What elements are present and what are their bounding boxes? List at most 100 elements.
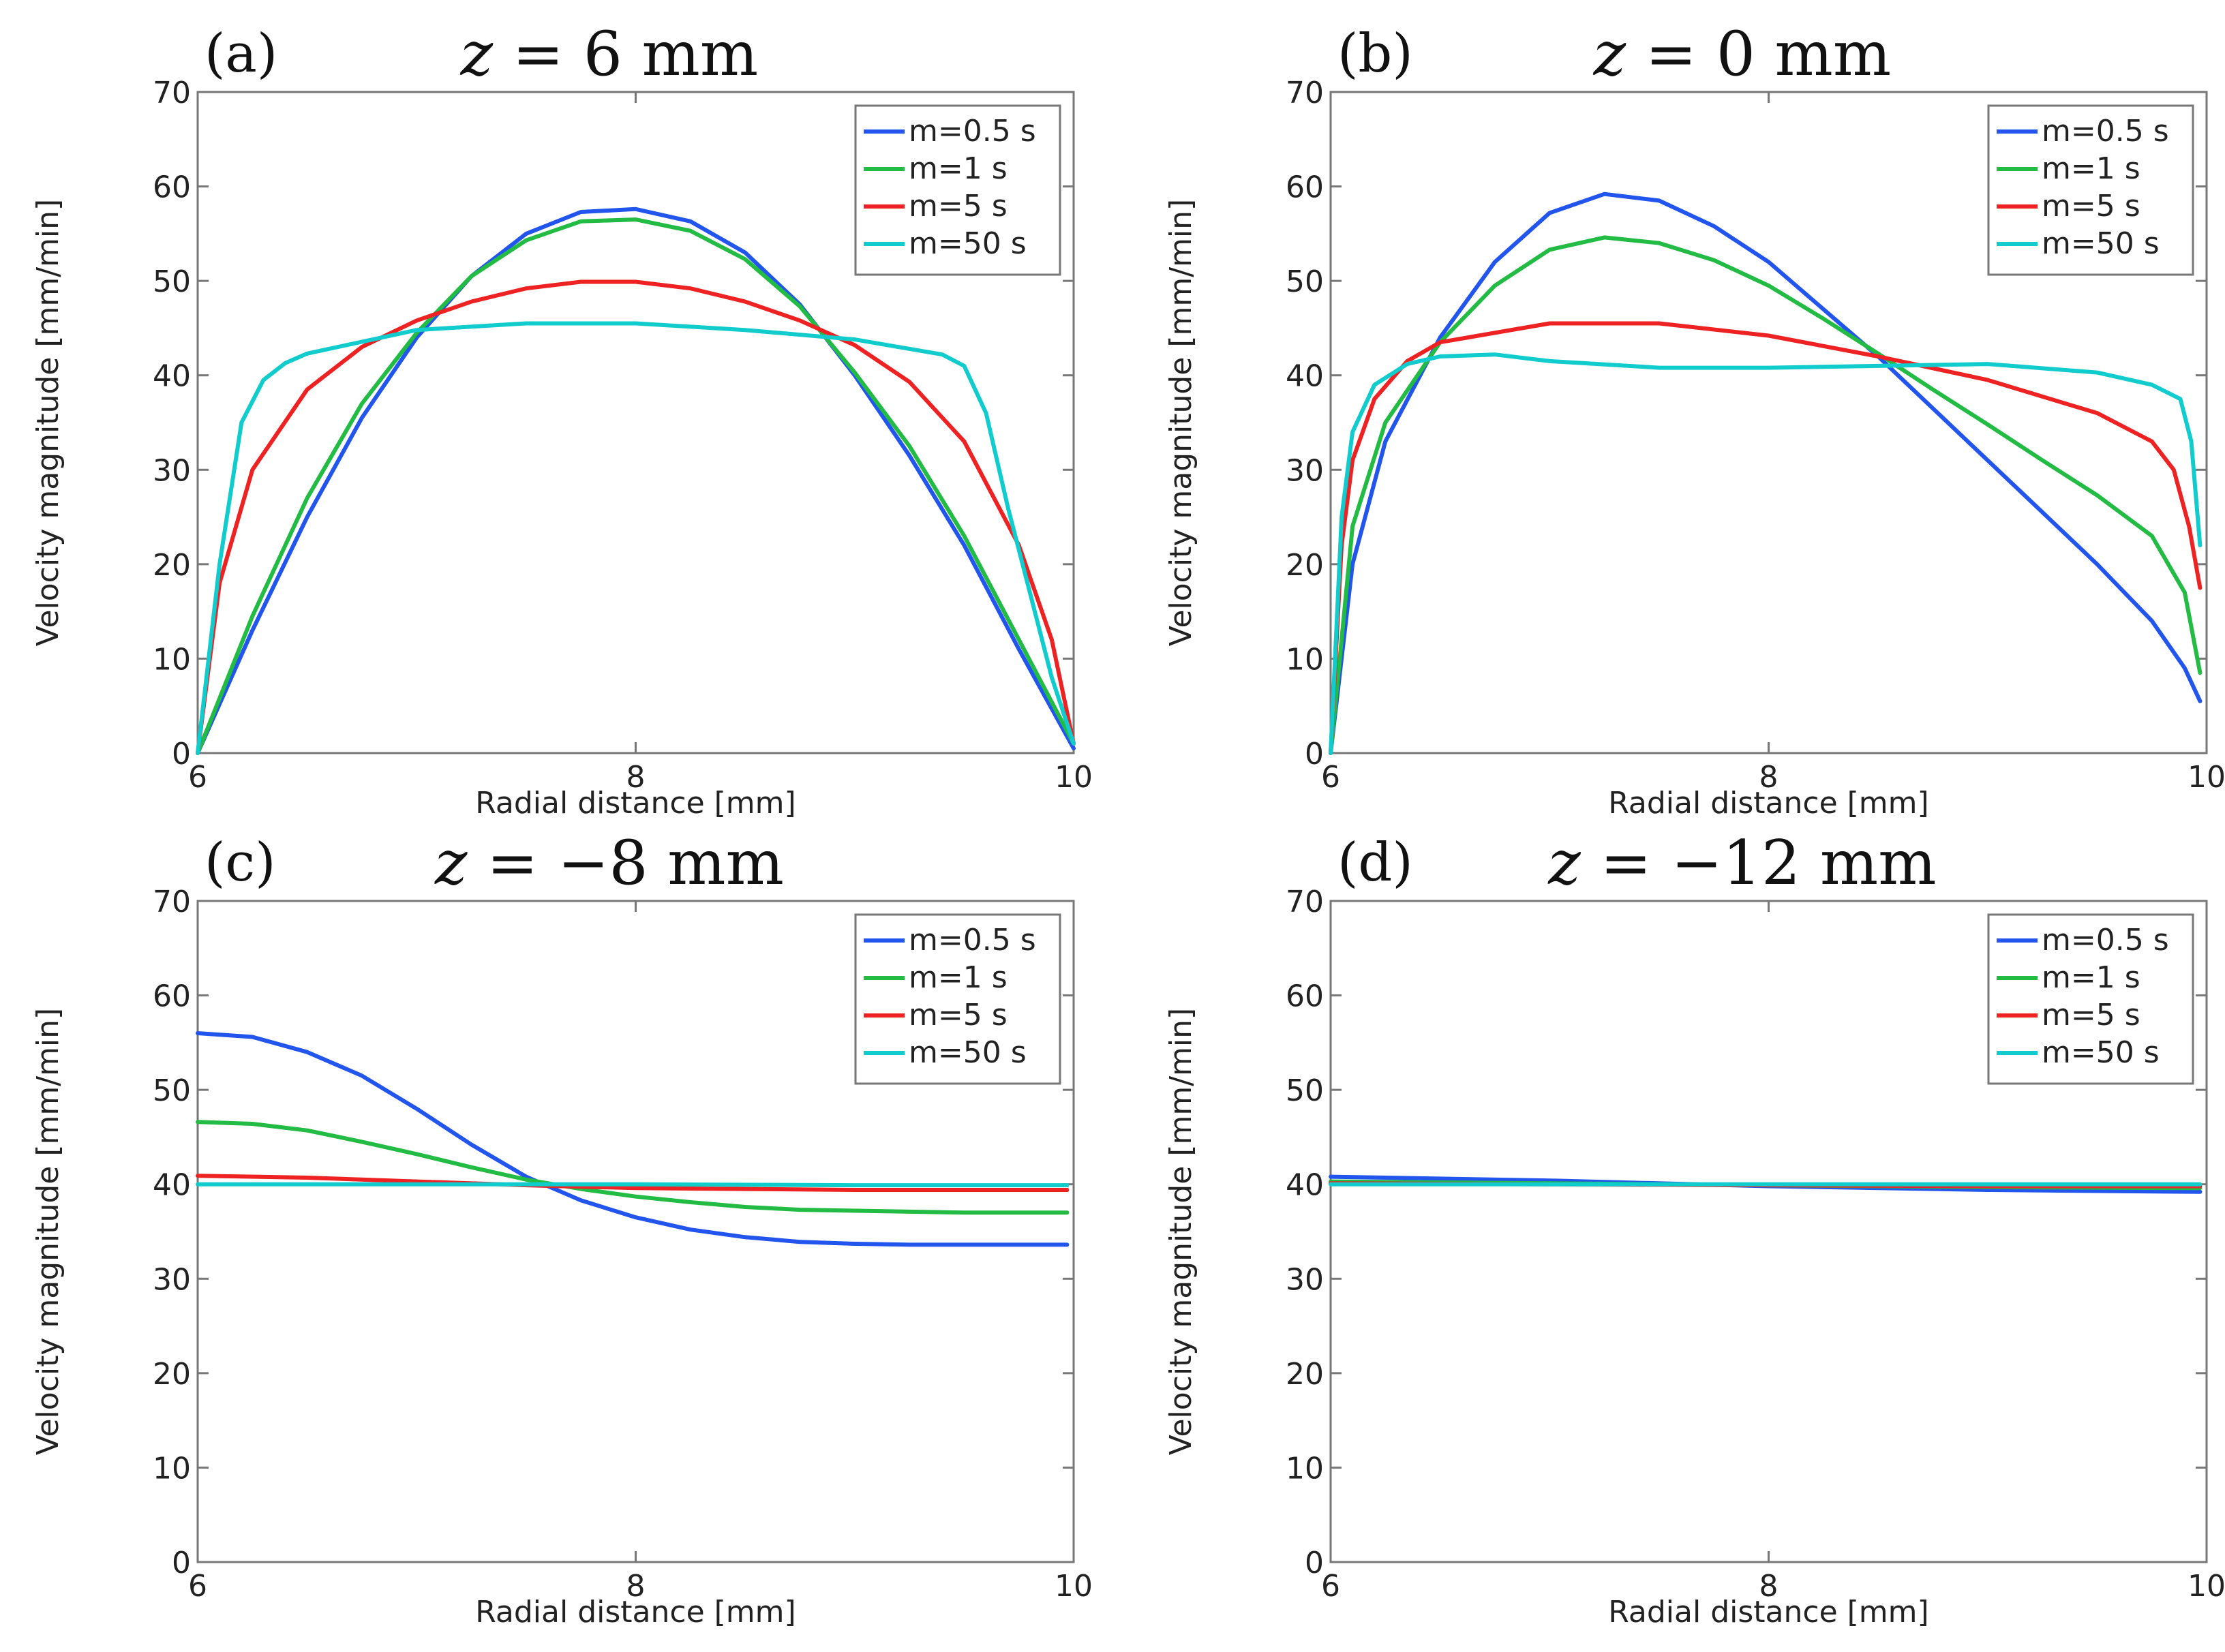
series-line-2 bbox=[196, 217, 1076, 755]
y-tick-label: 70 bbox=[153, 76, 191, 110]
y-tick-label: 70 bbox=[1286, 76, 1324, 110]
panel-label: (b) bbox=[1337, 23, 1413, 85]
y-tick-label: 60 bbox=[153, 170, 191, 205]
series-line-3 bbox=[196, 279, 1076, 755]
legend-entry-label: m=5 s bbox=[2042, 998, 2140, 1032]
y-tick-label: 70 bbox=[1286, 885, 1324, 919]
y-tick-label: 50 bbox=[153, 264, 191, 299]
y-tick-label: 20 bbox=[153, 548, 191, 583]
series-line-4 bbox=[196, 1182, 1070, 1188]
legend bbox=[854, 104, 1061, 276]
series-line-1 bbox=[1329, 192, 2203, 755]
x-axis-label: Radial distance [mm] bbox=[1608, 1595, 1928, 1630]
y-tick-label: 30 bbox=[1286, 453, 1324, 488]
y-tick-label: 40 bbox=[1286, 1168, 1324, 1203]
legend-entry-label: m=50 s bbox=[909, 226, 1027, 261]
legend-entry-label: m=50 s bbox=[2042, 226, 2160, 261]
title-value: = −8 mm bbox=[467, 827, 784, 899]
title-variable: z bbox=[460, 18, 494, 90]
y-axis-label: Velocity magnitude [mm/min] bbox=[31, 199, 65, 646]
y-axis-label: Velocity magnitude [mm/min] bbox=[1164, 199, 1198, 646]
y-tick-label: 10 bbox=[153, 1451, 191, 1486]
panel-title: z = 0 mm bbox=[1593, 18, 1892, 90]
x-tick-label: 8 bbox=[626, 760, 646, 795]
y-tick-label: 20 bbox=[1286, 1357, 1324, 1392]
x-tick-label: 10 bbox=[1055, 1569, 1093, 1604]
x-axis-label: Radial distance [mm] bbox=[475, 786, 796, 821]
legend-entry-label: m=0.5 s bbox=[2042, 114, 2169, 149]
y-tick-label: 70 bbox=[153, 885, 191, 919]
y-tick-label: 40 bbox=[153, 359, 191, 394]
panel-label: (c) bbox=[205, 832, 276, 893]
series-line-1 bbox=[196, 1031, 1070, 1247]
panel-label: (a) bbox=[205, 23, 277, 85]
y-tick-label: 0 bbox=[172, 1546, 191, 1580]
chart-panel-2: (b) z = 0 mm 6 8 10 0 10 20 30 40 50 60 70 Radial dis… bbox=[1164, 18, 2225, 821]
panel-title: z = 6 mm bbox=[460, 18, 759, 90]
legend bbox=[854, 913, 1061, 1085]
series-line-3 bbox=[196, 1174, 1070, 1192]
y-tick-label: 50 bbox=[153, 1073, 191, 1108]
y-tick-label: 10 bbox=[1286, 642, 1324, 677]
y-tick-label: 60 bbox=[1286, 170, 1324, 205]
legend-entry-label: m=1 s bbox=[909, 960, 1008, 995]
y-tick-label: 0 bbox=[1305, 1546, 1324, 1580]
legend-entry-label: m=50 s bbox=[909, 1035, 1027, 1070]
y-tick-label: 50 bbox=[1286, 1073, 1324, 1108]
y-tick-label: 20 bbox=[153, 1357, 191, 1392]
series-line-2 bbox=[1329, 235, 2203, 755]
x-tick-label: 8 bbox=[626, 1569, 646, 1604]
y-tick-label: 50 bbox=[1286, 264, 1324, 299]
y-tick-label: 10 bbox=[1286, 1451, 1324, 1486]
y-tick-label: 30 bbox=[153, 1262, 191, 1297]
legend-entry-label: m=1 s bbox=[2042, 960, 2140, 995]
chart-panel-1: (a) z = 6 mm 6 8 10 0 10 20 30 40 50 60 70 Radial dis… bbox=[31, 18, 1093, 821]
x-tick-label: 6 bbox=[188, 760, 207, 795]
y-axis-label: Velocity magnitude [mm/min] bbox=[31, 1008, 65, 1455]
x-tick-label: 10 bbox=[2188, 760, 2225, 795]
legend-entry-label: m=1 s bbox=[2042, 151, 2140, 186]
x-tick-label: 10 bbox=[1055, 760, 1093, 795]
y-tick-label: 0 bbox=[172, 737, 191, 771]
y-axis-label: Velocity magnitude [mm/min] bbox=[1164, 1008, 1198, 1455]
x-tick-label: 6 bbox=[188, 1569, 207, 1604]
legend-entry-label: m=1 s bbox=[909, 151, 1008, 186]
series-line-4 bbox=[196, 321, 1076, 755]
panel-title: z = −8 mm bbox=[434, 827, 784, 899]
legend-entry-label: m=5 s bbox=[909, 998, 1008, 1032]
x-tick-label: 8 bbox=[1759, 1569, 1779, 1604]
title-value: = 0 mm bbox=[1626, 18, 1891, 90]
panel-label: (d) bbox=[1337, 832, 1413, 893]
y-tick-label: 30 bbox=[153, 453, 191, 488]
legend-entry-label: m=5 s bbox=[909, 189, 1008, 224]
title-value: = −12 mm bbox=[1581, 827, 1937, 899]
legend bbox=[1987, 913, 2194, 1085]
title-value: = 6 mm bbox=[493, 18, 758, 90]
series-line-3 bbox=[1329, 321, 2203, 755]
x-tick-label: 6 bbox=[1321, 760, 1340, 795]
x-axis-label: Radial distance [mm] bbox=[1608, 786, 1928, 821]
chart-panel-4: (d) z = −12 mm 6 8 10 0 10 20 30 40 50 60 70 Radial d… bbox=[1164, 827, 2225, 1630]
legend bbox=[1987, 104, 2194, 276]
series-line-4 bbox=[1329, 352, 2203, 755]
y-tick-label: 40 bbox=[1286, 359, 1324, 394]
legend-entry-label: m=0.5 s bbox=[2042, 923, 2169, 958]
legend-entry-label: m=0.5 s bbox=[909, 114, 1036, 149]
y-tick-label: 30 bbox=[1286, 1262, 1324, 1297]
chart-panel-3: (c) z = −8 mm 6 8 10 0 10 20 30 40 50 60 70 Radial di… bbox=[31, 827, 1093, 1630]
y-tick-label: 60 bbox=[153, 979, 191, 1014]
series-line-2 bbox=[196, 1120, 1070, 1215]
legend-entry-label: m=0.5 s bbox=[909, 923, 1036, 958]
title-variable: z bbox=[1547, 827, 1581, 899]
title-variable: z bbox=[434, 827, 468, 899]
y-tick-label: 10 bbox=[153, 642, 191, 677]
legend-entry-label: m=50 s bbox=[2042, 1035, 2160, 1070]
y-tick-label: 20 bbox=[1286, 548, 1324, 583]
title-variable: z bbox=[1593, 18, 1626, 90]
x-tick-label: 8 bbox=[1759, 760, 1779, 795]
x-axis-label: Radial distance [mm] bbox=[475, 1595, 796, 1630]
legend-entry-label: m=5 s bbox=[2042, 189, 2140, 224]
series-line-1 bbox=[196, 206, 1076, 755]
y-tick-label: 40 bbox=[153, 1168, 191, 1203]
